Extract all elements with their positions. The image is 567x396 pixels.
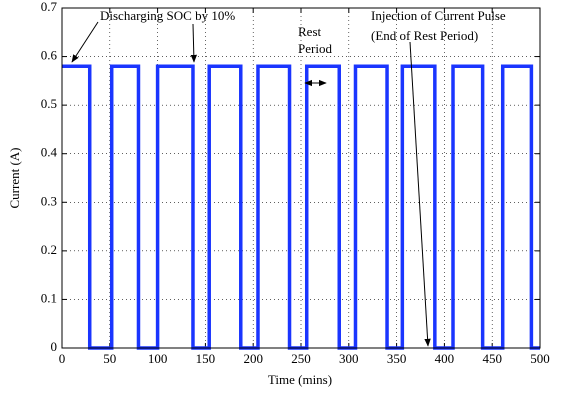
y-tick-label: 0 [51, 339, 58, 354]
annotation: Period [298, 41, 332, 56]
annotation: (End of Rest Period) [371, 28, 478, 43]
x-tick-label: 350 [387, 351, 407, 366]
x-tick-label: 500 [530, 351, 550, 366]
annotation: Injection of Current Pulse [371, 8, 506, 23]
y-tick-label: 0.2 [41, 242, 57, 257]
annotation-arrow [409, 41, 431, 347]
y-tick-label: 0.5 [41, 96, 57, 111]
annotation: Rest [298, 24, 322, 39]
y-tick-label: 0.3 [41, 193, 57, 208]
x-tick-label: 0 [59, 351, 66, 366]
x-tick-label: 200 [243, 351, 263, 366]
annotation: Discharging SOC by 10% [100, 8, 235, 23]
x-tick-label: 100 [148, 351, 168, 366]
x-tick-label: 250 [291, 351, 311, 366]
x-tick-label: 50 [103, 351, 116, 366]
axes-frame [61, 7, 541, 349]
annotation-arrow [71, 21, 99, 63]
y-axis-label: Current (A) [7, 147, 22, 208]
y-tick-label: 0.7 [41, 0, 58, 14]
annotation-arrow [190, 23, 198, 63]
x-tick-label: 400 [435, 351, 455, 366]
y-tick-label: 0.6 [41, 48, 58, 63]
y-tick-label: 0.4 [41, 145, 58, 160]
x-axis-label: Time (mins) [268, 372, 332, 387]
y-tick-label: 0.1 [41, 290, 57, 305]
x-tick-label: 300 [339, 351, 359, 366]
x-tick-label: 150 [196, 351, 216, 366]
x-tick-label: 450 [482, 351, 502, 366]
